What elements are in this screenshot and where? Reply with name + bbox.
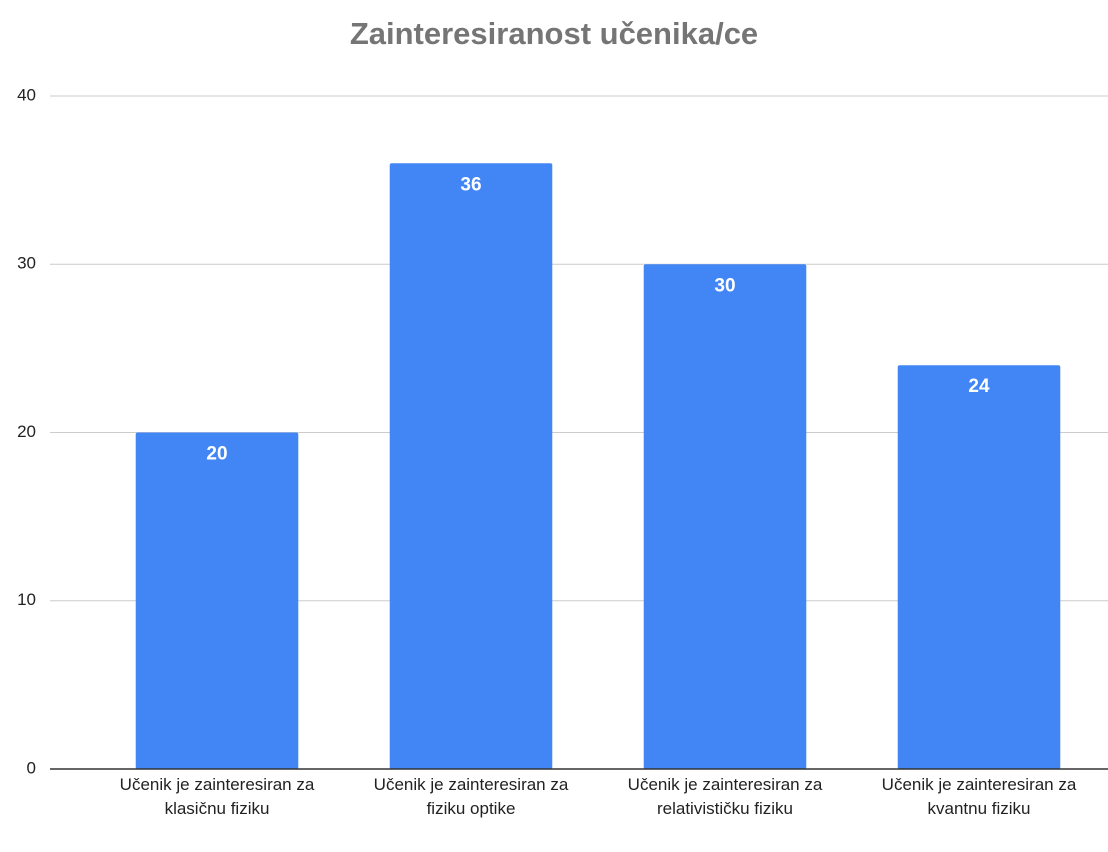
- bar: [643, 264, 807, 769]
- data-label: 24: [968, 376, 990, 397]
- y-tick-label: 0: [27, 758, 36, 777]
- bar: [389, 163, 553, 770]
- y-tick-label: 30: [17, 254, 36, 273]
- data-label: 36: [460, 174, 481, 195]
- bar: [897, 365, 1061, 769]
- data-label: 20: [206, 444, 227, 465]
- bar: [135, 432, 299, 769]
- x-tick-label: Učenik je zainteresiran za kvantnu fizik…: [881, 775, 1077, 818]
- data-label: 30: [714, 275, 735, 296]
- y-tick-label: 20: [17, 422, 36, 441]
- x-tick-label: Učenik je zainteresiran za relativističk…: [627, 775, 823, 818]
- y-tick-label: 10: [17, 590, 36, 609]
- chart-title: Zainteresiranost učenika/ce: [350, 16, 758, 51]
- x-tick-label: Učenik je zainteresiran za klasičnu fizi…: [119, 775, 315, 818]
- y-tick-label: 40: [17, 85, 36, 104]
- x-tick-label: Učenik je zainteresiran za fiziku optike: [373, 775, 569, 818]
